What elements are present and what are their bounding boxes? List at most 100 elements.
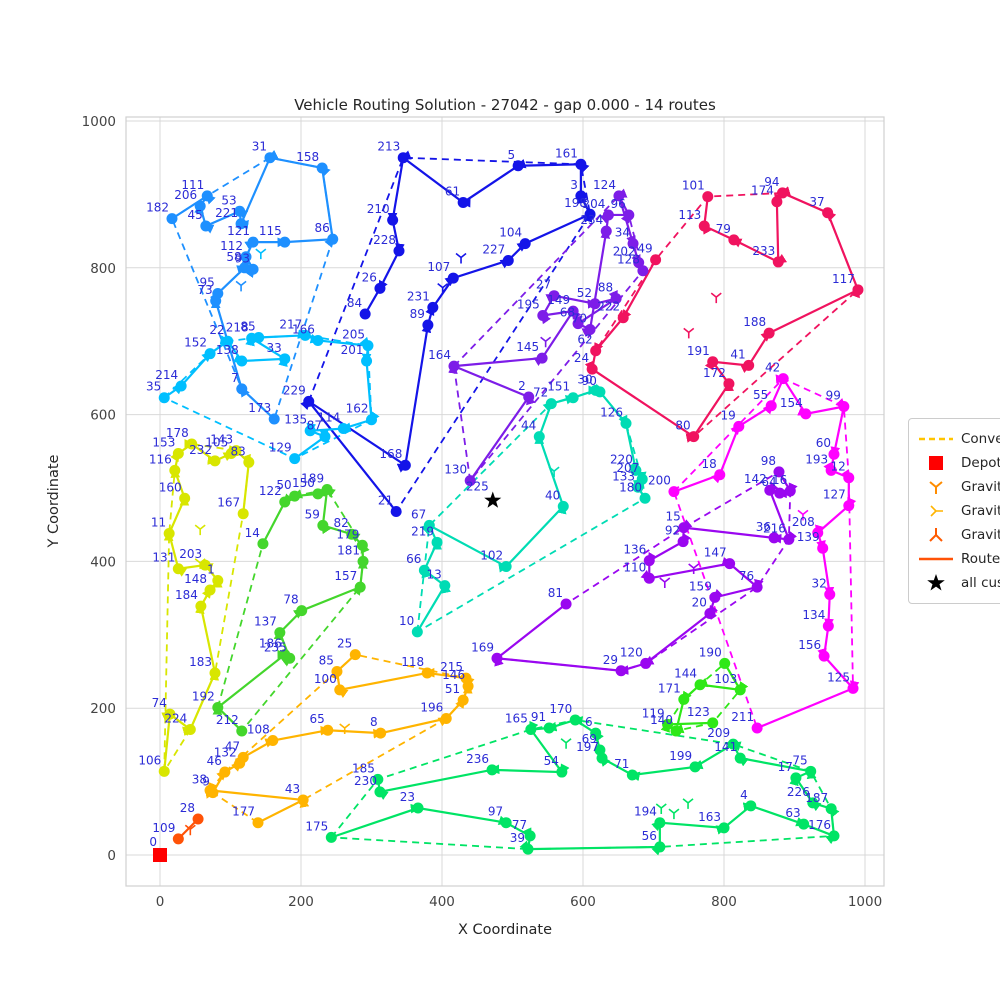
- customer-label-166: 166: [292, 322, 315, 336]
- y-axis-label: Y Coordinate: [46, 454, 62, 548]
- customer-label-235: 235: [264, 640, 287, 654]
- customer-label-65: 65: [310, 712, 325, 726]
- customer-label-17: 17: [778, 760, 793, 774]
- customer-node-135: [304, 425, 316, 437]
- legend-symbol-gravity-y: [919, 478, 953, 496]
- customer-node-11: [163, 528, 175, 540]
- customer-label-228: 228: [373, 233, 396, 247]
- customer-label-201: 201: [341, 343, 364, 357]
- customer-node-6: [590, 727, 602, 739]
- y-tick-label: 400: [90, 554, 116, 570]
- customer-label-224: 224: [164, 711, 187, 725]
- customer-node-119: [662, 718, 674, 730]
- customer-label-24: 24: [574, 351, 589, 365]
- customer-node-96: [623, 209, 635, 221]
- customer-node-82: [346, 528, 358, 540]
- customer-label-215: 215: [440, 660, 463, 674]
- legend-symbol-red-square: [919, 454, 953, 472]
- customer-node-2: [523, 391, 535, 403]
- customer-label-74: 74: [152, 696, 167, 710]
- customer-label-42: 42: [765, 361, 780, 375]
- customer-label-112: 112: [220, 239, 243, 253]
- customer-label-71: 71: [614, 757, 629, 771]
- customer-label-15: 15: [666, 510, 681, 524]
- customer-label-173: 173: [248, 401, 271, 415]
- customer-node-54: [556, 766, 568, 778]
- customer-label-108: 108: [247, 722, 270, 736]
- customer-node-62: [590, 345, 602, 357]
- customer-node-179: [356, 539, 368, 551]
- customer-node-144: [694, 679, 706, 691]
- customer-label-4: 4: [740, 788, 748, 802]
- x-tick-label: 0: [156, 894, 165, 910]
- customer-node-149: [567, 305, 579, 317]
- customer-label-46: 46: [207, 754, 222, 768]
- customer-label-234: 234: [580, 213, 603, 227]
- customer-node-110: [643, 572, 655, 584]
- customer-node-165: [525, 723, 537, 735]
- customer-label-44: 44: [521, 419, 536, 433]
- customer-node-79: [728, 234, 740, 246]
- customer-label-88: 88: [598, 281, 613, 295]
- customer-label-127: 127: [823, 488, 846, 502]
- customer-label-153: 153: [152, 436, 175, 450]
- customer-label-100: 100: [314, 672, 337, 686]
- gravity-center-marker: [184, 824, 196, 836]
- customer-node-67: [423, 519, 435, 531]
- customer-label-18: 18: [701, 457, 716, 471]
- customer-node-112: [240, 251, 252, 263]
- customer-label-9: 9: [202, 775, 210, 789]
- customer-node-174: [771, 196, 783, 208]
- gravity-center-marker: [683, 327, 695, 339]
- customer-node-98: [773, 466, 785, 478]
- customer-node-178: [186, 438, 198, 450]
- customer-label-23: 23: [400, 790, 415, 804]
- customer-label-2: 2: [518, 379, 526, 393]
- customer-label-162: 162: [346, 402, 369, 416]
- customer-node-137: [274, 627, 286, 639]
- customer-node-201: [361, 355, 373, 367]
- customer-node-192: [212, 701, 224, 713]
- customer-node-20: [704, 608, 716, 620]
- customer-label-92: 92: [665, 524, 680, 538]
- customer-label-204: 204: [582, 197, 605, 211]
- customer-node-113: [698, 220, 710, 232]
- legend-label: Gravit: [961, 503, 1000, 519]
- customer-node-108: [267, 734, 279, 746]
- gravity-center-markers: [184, 248, 809, 836]
- customer-node-116: [169, 464, 181, 476]
- customer-label-45: 45: [188, 208, 203, 222]
- customer-label-47: 47: [225, 739, 240, 753]
- customer-node-76: [751, 581, 763, 593]
- customer-label-139: 139: [797, 530, 820, 544]
- customer-label-230: 230: [354, 774, 377, 788]
- legend-item-depot: Depot: [919, 451, 1000, 475]
- customer-label-101: 101: [682, 179, 705, 193]
- customer-node-33: [279, 353, 291, 365]
- customer-label-159: 159: [689, 579, 712, 593]
- customer-node-134: [822, 620, 834, 632]
- customer-label-6: 6: [585, 715, 593, 729]
- customer-node-94: [777, 187, 789, 199]
- x-tick-label: 600: [570, 894, 596, 910]
- customer-label-194: 194: [634, 805, 657, 819]
- customer-node-56: [654, 841, 666, 853]
- customer-label-116: 116: [149, 452, 172, 466]
- customer-node-129: [289, 453, 301, 465]
- customer-label-82: 82: [333, 516, 348, 530]
- customer-node-163: [718, 822, 730, 834]
- customer-node-196: [440, 712, 452, 724]
- customer-node-234: [600, 225, 612, 237]
- customer-node-23: [412, 802, 424, 814]
- customer-label-130: 130: [444, 463, 467, 477]
- customer-label-55: 55: [753, 388, 768, 402]
- customer-node-75: [805, 765, 817, 777]
- customer-label-22: 22: [209, 323, 224, 337]
- customer-label-102: 102: [480, 549, 503, 563]
- customer-label-226: 226: [787, 785, 810, 799]
- customer-node-183: [209, 667, 221, 679]
- customer-label-136: 136: [623, 543, 646, 557]
- customer-label-169: 169: [471, 640, 494, 654]
- legend-label: Depot: [961, 455, 1000, 471]
- customer-label-148: 148: [184, 572, 207, 586]
